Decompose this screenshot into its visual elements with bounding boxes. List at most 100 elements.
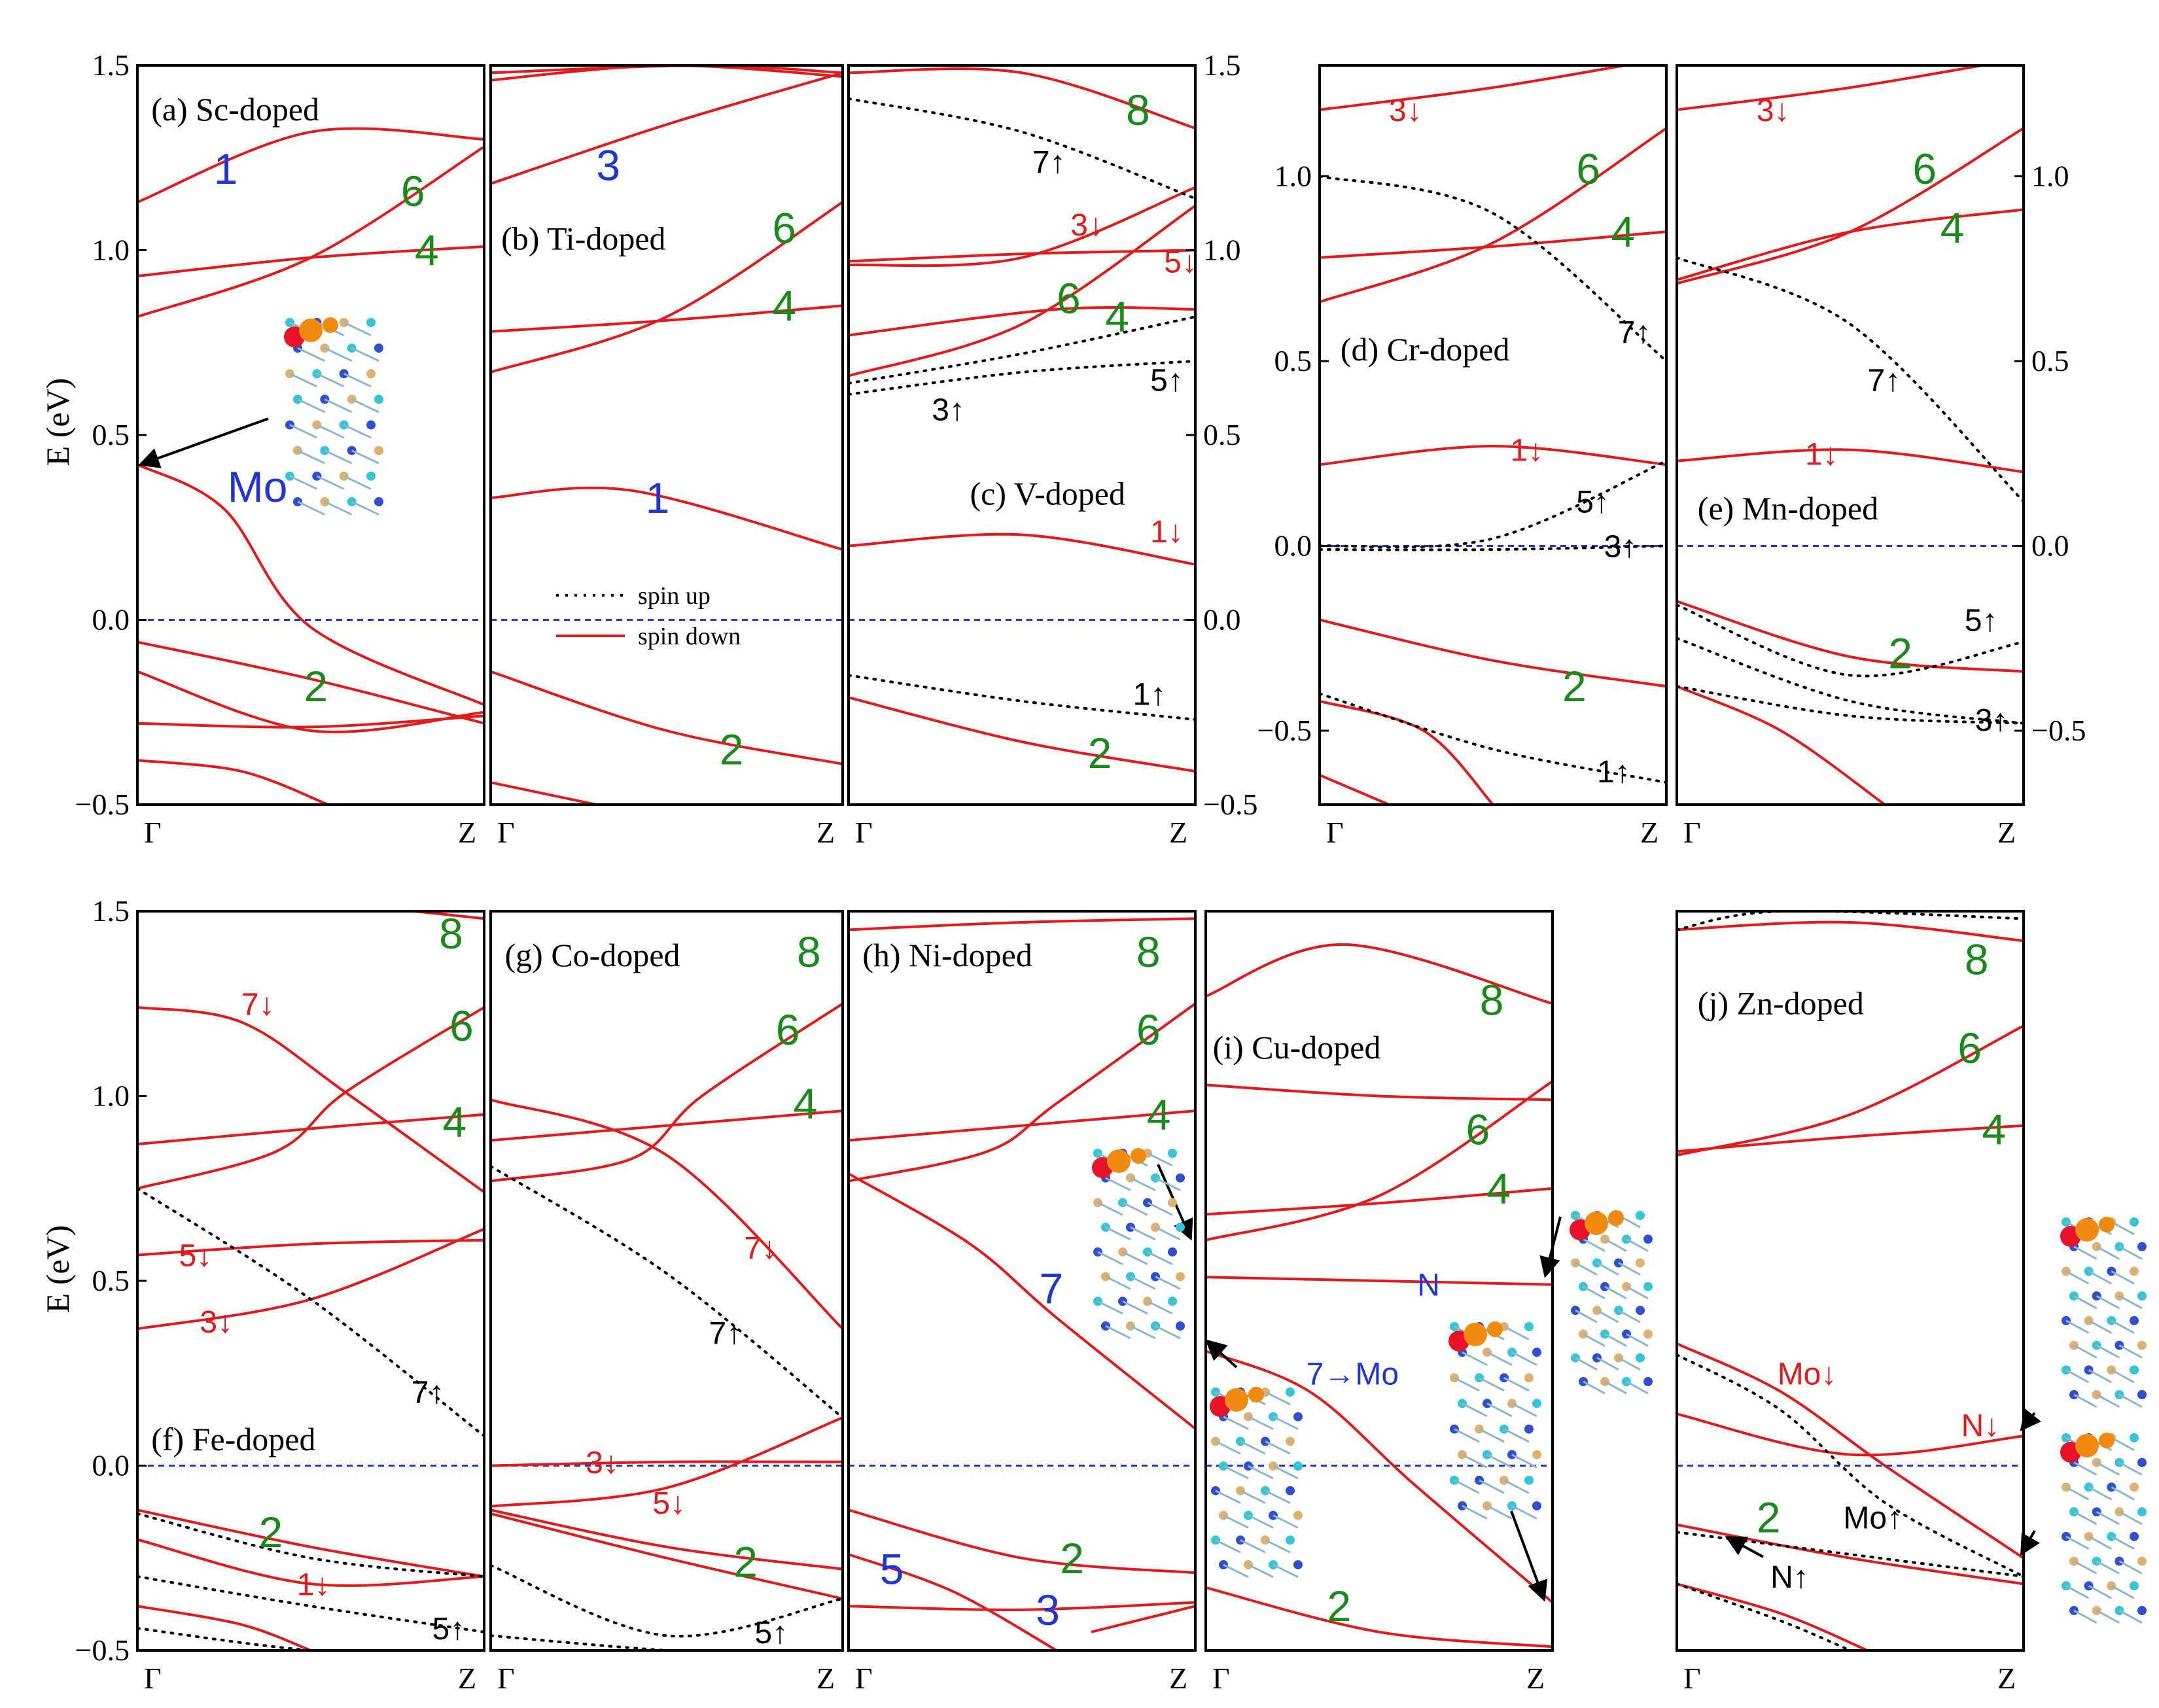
inset-bond — [1215, 1440, 1241, 1455]
band-label: 1↑ — [1597, 755, 1630, 790]
x-tick-z: Z — [1526, 1662, 1545, 1695]
inset-bond — [1147, 1300, 1173, 1315]
inset-atom — [1532, 1450, 1541, 1459]
inset-bond — [1454, 1376, 1480, 1392]
inset-bond — [1248, 1465, 1274, 1480]
band-down-i-5 — [1206, 1350, 1553, 1604]
band-down-d-6 — [1320, 773, 1390, 805]
band-label: Mo↓ — [1778, 1357, 1837, 1391]
band-down-e-3 — [1677, 448, 2024, 474]
band-up-f-12 — [137, 1627, 328, 1650]
inset-bond — [2065, 1368, 2090, 1384]
band-down-a-2 — [137, 145, 484, 319]
inset-bond — [1155, 1177, 1181, 1191]
inset-bond — [1105, 1276, 1131, 1290]
band-label: 6 — [1466, 1105, 1490, 1153]
inset-atom — [1532, 1348, 1541, 1357]
panel-frame — [1318, 64, 1668, 806]
y-tick-label: 0.5 — [1274, 344, 1312, 377]
inset-atom — [2137, 1606, 2147, 1615]
inset-orbital — [2075, 1218, 2099, 1242]
inset-bond — [1265, 1440, 1291, 1455]
panel-i: Γ Z 8 (i) Cu-doped 6 4 N 7→Mo 2 — [1204, 910, 1554, 1695]
plot-area — [1206, 943, 1553, 1648]
inset-bond — [1155, 1276, 1181, 1290]
band-down-g-6 — [491, 1512, 843, 1600]
band-label: 1↑ — [1133, 678, 1167, 712]
inset-cu-n2 — [1448, 1321, 1541, 1520]
inset-bond — [1503, 1325, 1530, 1340]
y-tick-label: 1.0 — [92, 1079, 130, 1113]
band-down-d-1 — [1320, 230, 1666, 259]
band-down-c-5 — [849, 532, 1195, 566]
inset-bond — [1604, 1285, 1627, 1300]
inset-orbital — [323, 317, 338, 333]
inset-bond — [2065, 1584, 2090, 1599]
inset-bond — [2096, 1461, 2120, 1476]
band-up-j-7 — [1677, 911, 2024, 932]
y-tick-label: 1.5 — [1203, 48, 1241, 82]
inset-bond — [1454, 1428, 1480, 1443]
band-label: 4 — [415, 226, 439, 275]
y-tick-label: 0.0 — [2031, 529, 2069, 563]
inset-bond — [351, 500, 379, 515]
band-label: 6 — [1136, 1005, 1161, 1054]
band-label: 6 — [1576, 145, 1600, 193]
band-label: Mo↑ — [1843, 1501, 1903, 1536]
inset-atom — [2130, 1433, 2139, 1442]
inset-bond — [2073, 1461, 2098, 1476]
inset-bond — [1122, 1300, 1148, 1315]
inset-bond — [2096, 1393, 2120, 1408]
band-up-d-9 — [1320, 544, 1666, 551]
band-up-e-9 — [1677, 685, 2024, 725]
band-label: 2 — [1562, 662, 1587, 710]
y-tick-label: −0.5 — [75, 1633, 130, 1667]
inset-atom — [1636, 1211, 1645, 1220]
plot-area — [1677, 911, 2024, 1650]
inset-bond — [1147, 1202, 1173, 1216]
inset-atom — [1168, 1149, 1177, 1158]
band-up-j-9 — [1677, 1531, 2024, 1578]
inset-atom — [2137, 1507, 2147, 1517]
band-label: 8 — [1136, 928, 1161, 976]
inset-bond — [2096, 1295, 2120, 1310]
y-axis-title-bottom: E (eV) — [39, 1225, 76, 1314]
inset-bond — [1596, 1309, 1619, 1323]
band-up-g-7 — [491, 1164, 843, 1420]
band-down-f-7 — [137, 1538, 484, 1587]
inset-bond — [2111, 1437, 2135, 1452]
band-down-a-3 — [137, 463, 484, 706]
band-down-h-7 — [1091, 1605, 1195, 1633]
y-tick-label: 1.0 — [92, 234, 130, 267]
inset-atom — [1168, 1247, 1177, 1257]
inset-bond — [1479, 1376, 1505, 1392]
inset-bond — [2065, 1319, 2090, 1334]
band-down-f-6 — [137, 1508, 484, 1578]
y-tick-label: 0.5 — [2031, 344, 2069, 377]
band-down-h-5 — [849, 1553, 1057, 1650]
panel-title: (h) Ni-doped — [862, 937, 1032, 973]
inset-bond — [2065, 1535, 2090, 1550]
inset-atom — [2130, 1365, 2139, 1375]
band-label: 3 — [596, 141, 620, 190]
band-label: 7↑ — [1032, 145, 1066, 180]
inset-bond — [1155, 1325, 1181, 1340]
inset-bond — [2088, 1270, 2113, 1285]
band-label: 5 — [880, 1545, 904, 1594]
inset-bond — [2118, 1461, 2143, 1476]
x-tick-gamma: Γ — [855, 816, 873, 849]
inset-bond — [1604, 1238, 1627, 1252]
band-up-d-7 — [1320, 175, 1666, 362]
band-up-j-10 — [1677, 1582, 1852, 1650]
inset-bond — [2073, 1344, 2098, 1359]
inset-atom — [374, 343, 383, 353]
band-down-c-0 — [849, 67, 1195, 130]
inset-bond — [1454, 1479, 1480, 1494]
inset-atom — [2130, 1482, 2139, 1492]
x-tick-gamma: Γ — [497, 816, 515, 849]
inset-bond — [2118, 1510, 2143, 1525]
band-label: 6 — [772, 204, 796, 253]
band-label: 3↓ — [586, 1446, 619, 1480]
inset-atom — [2137, 1556, 2147, 1566]
band-label: N↓ — [1961, 1408, 2000, 1443]
